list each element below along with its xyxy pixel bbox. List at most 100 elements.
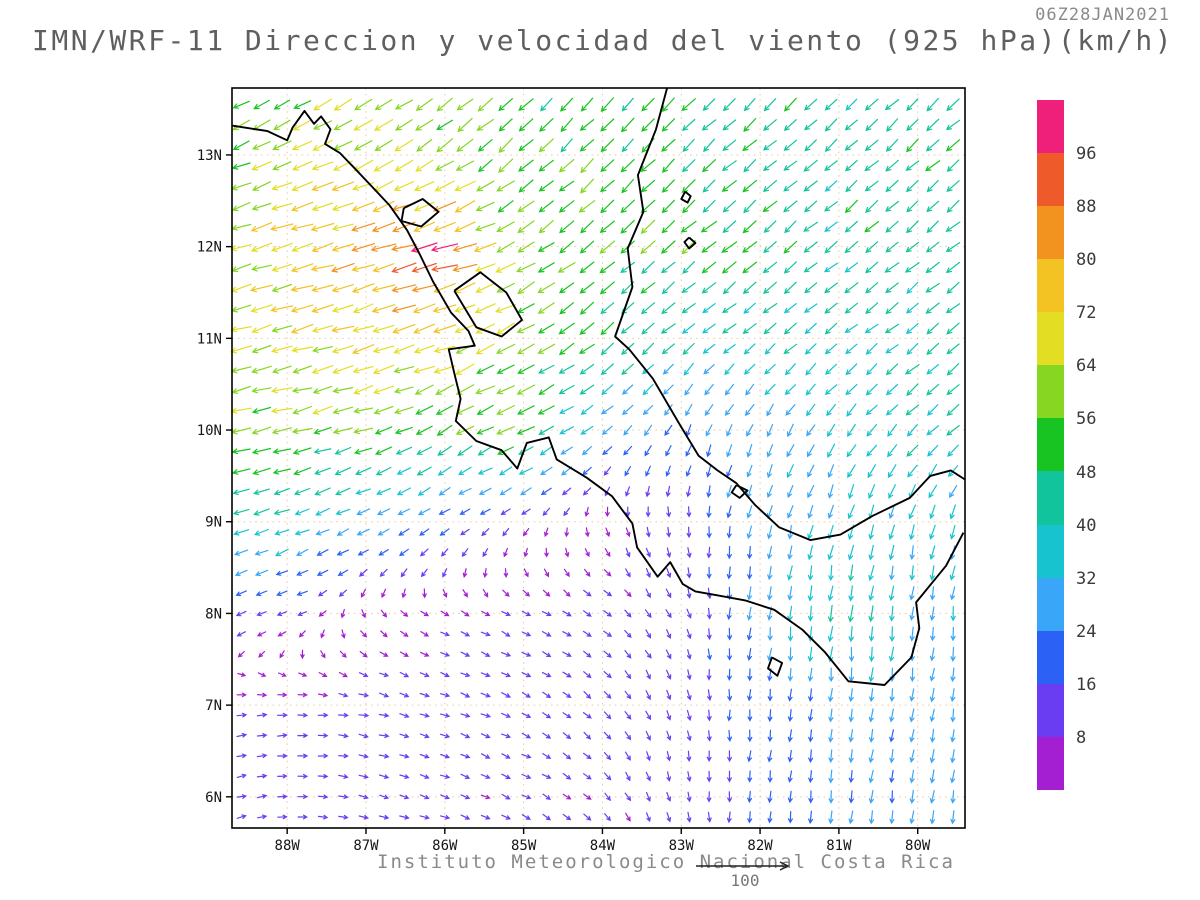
wind-arrow <box>721 303 737 314</box>
wind-arrow <box>747 709 753 722</box>
wind-arrow <box>887 424 897 437</box>
wind-arrow <box>721 241 738 253</box>
wind-arrow <box>686 547 692 559</box>
wind-arrow <box>868 605 874 623</box>
wind-arrow <box>763 241 777 254</box>
wind-arrow <box>300 649 305 660</box>
wind-arrow <box>783 160 798 171</box>
wind-arrow <box>603 650 612 658</box>
wind-arrow <box>747 790 753 804</box>
wind-arrow <box>722 119 737 131</box>
wind-arrow <box>272 448 292 455</box>
wind-arrow <box>808 810 814 825</box>
wind-arrow <box>401 588 407 599</box>
wind-arrow <box>823 262 838 273</box>
wind-arrow <box>783 343 798 355</box>
wind-arrow <box>518 98 534 112</box>
wind-arrow <box>929 810 936 825</box>
wind-arrow <box>331 304 354 313</box>
wind-arrow <box>436 138 453 153</box>
wind-arrow <box>517 281 535 295</box>
colorbar-segment <box>1037 471 1064 525</box>
wind-arrow <box>666 526 671 538</box>
wind-arrow <box>521 610 532 617</box>
wind-arrow <box>460 794 471 800</box>
wind-arrow <box>787 729 793 743</box>
wind-arrow <box>457 117 473 133</box>
wind-arrow <box>950 667 956 683</box>
wind-arrow <box>603 731 612 740</box>
wind-arrow <box>372 345 395 354</box>
wind-arrow <box>848 810 854 825</box>
wind-arrow <box>312 346 333 353</box>
wind-arrow <box>413 221 436 233</box>
wind-arrow <box>704 383 714 396</box>
wind-arrow <box>250 304 273 313</box>
wind-arrow <box>785 404 796 416</box>
wind-arrow <box>338 671 348 678</box>
wind-arrow <box>827 626 834 643</box>
wind-arrow <box>848 729 854 743</box>
wind-arrow <box>370 243 397 252</box>
wind-arrow <box>707 689 712 702</box>
wind-arrow <box>885 200 899 212</box>
wind-arrow <box>498 137 513 154</box>
wind-arrow <box>372 364 395 375</box>
wind-arrow <box>625 771 631 782</box>
wind-arrow <box>542 813 552 821</box>
wind-arrow <box>581 446 593 456</box>
wind-arrow <box>746 484 753 499</box>
wind-arrow <box>722 344 736 354</box>
wind-arrow <box>807 605 814 622</box>
wind-arrow <box>867 464 876 479</box>
wind-arrow <box>540 487 552 496</box>
wind-arrow <box>538 220 554 234</box>
wind-arrow <box>604 752 612 761</box>
lat-tick-label: 13N <box>197 148 222 164</box>
wind-arrow <box>865 199 879 214</box>
wind-arrow <box>317 753 329 759</box>
wind-arrow <box>763 281 777 294</box>
wind-arrow <box>681 179 696 193</box>
wind-arrow <box>372 200 395 213</box>
wind-arrow <box>310 264 335 272</box>
wind-arrow <box>644 445 652 457</box>
wind-arrow <box>787 811 793 824</box>
wind-arrow <box>603 711 612 720</box>
wind-arrow <box>767 606 773 621</box>
wind-arrow <box>542 651 552 658</box>
wind-arrow <box>400 568 408 578</box>
wind-arrow <box>579 384 595 395</box>
wind-arrow <box>603 466 612 476</box>
wind-arrow <box>929 524 936 540</box>
wind-arrow <box>909 626 915 642</box>
wind-arrow <box>686 750 692 762</box>
wind-arrow <box>411 262 437 273</box>
wind-arrow <box>393 366 415 374</box>
wind-arrow <box>599 240 616 254</box>
wind-arrow <box>290 263 314 273</box>
wind-arrow <box>374 426 393 435</box>
wind-arrow <box>787 525 793 540</box>
wind-arrow <box>393 386 414 394</box>
wind-arrow <box>666 791 672 802</box>
wind-arrow <box>621 342 635 355</box>
wind-arrow <box>646 812 651 823</box>
wind-arrow <box>477 159 493 173</box>
wind-arrow <box>767 647 773 662</box>
wind-arrow <box>257 814 268 820</box>
wind-arrow <box>787 647 794 662</box>
wind-arrow <box>686 567 692 579</box>
wind-arrow <box>666 506 672 518</box>
wind-arrow <box>807 464 815 478</box>
wind-arrow <box>844 302 858 314</box>
wind-arrow <box>767 525 773 540</box>
wind-arrow <box>848 667 855 683</box>
wind-arrow <box>682 323 696 334</box>
wind-arrow <box>358 733 369 739</box>
wind-arrow <box>277 794 288 799</box>
wind-arrow <box>518 179 534 193</box>
wind-arrow <box>743 343 756 355</box>
wind-arrow <box>827 524 834 540</box>
wind-arrow <box>787 586 793 601</box>
